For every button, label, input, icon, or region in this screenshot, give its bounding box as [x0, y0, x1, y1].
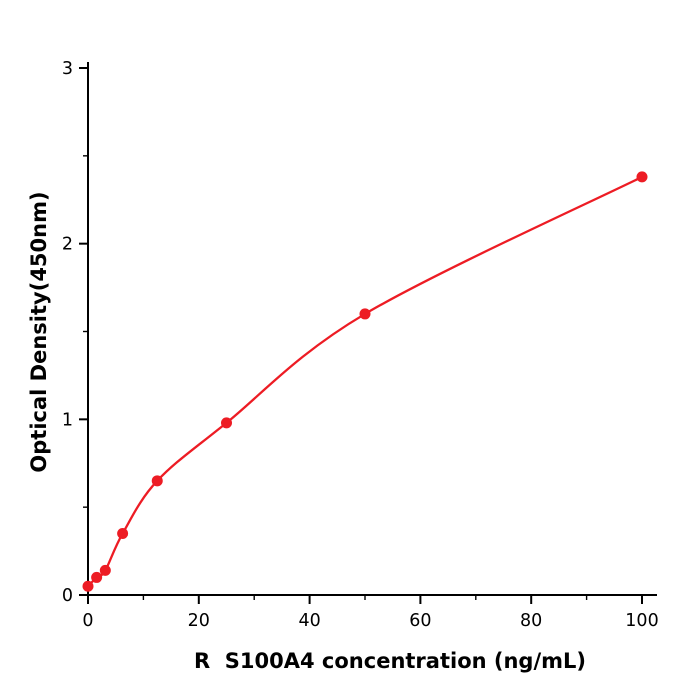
data-point: [221, 417, 232, 429]
x-tick-label: 80: [520, 611, 542, 631]
x-tick-label: 0: [82, 611, 93, 631]
x-tick-label: 40: [298, 611, 320, 631]
x-tick-label: 100: [625, 611, 658, 631]
data-point: [99, 564, 111, 576]
y-tick-label: 3: [62, 59, 73, 79]
data-point: [636, 171, 648, 183]
data-point: [117, 528, 129, 540]
y-axis-label: Optical Density(450nm): [27, 191, 51, 472]
data-point: [151, 475, 163, 487]
x-tick-label: 60: [409, 611, 431, 631]
x-tick-label: 20: [188, 611, 210, 631]
y-tick-label: 0: [62, 586, 73, 606]
x-axis-label: R S100A4 concentration (ng/mL): [194, 649, 586, 673]
data-point: [91, 571, 103, 583]
data-point: [359, 308, 371, 320]
y-tick-label: 2: [62, 235, 73, 255]
y-tick-label: 1: [62, 410, 73, 430]
data-point: [82, 580, 94, 592]
chart-plot-area: 0 20 40 60 80 100 0 1 2 3: [62, 59, 659, 631]
fitted-curve: [87, 175, 643, 588]
